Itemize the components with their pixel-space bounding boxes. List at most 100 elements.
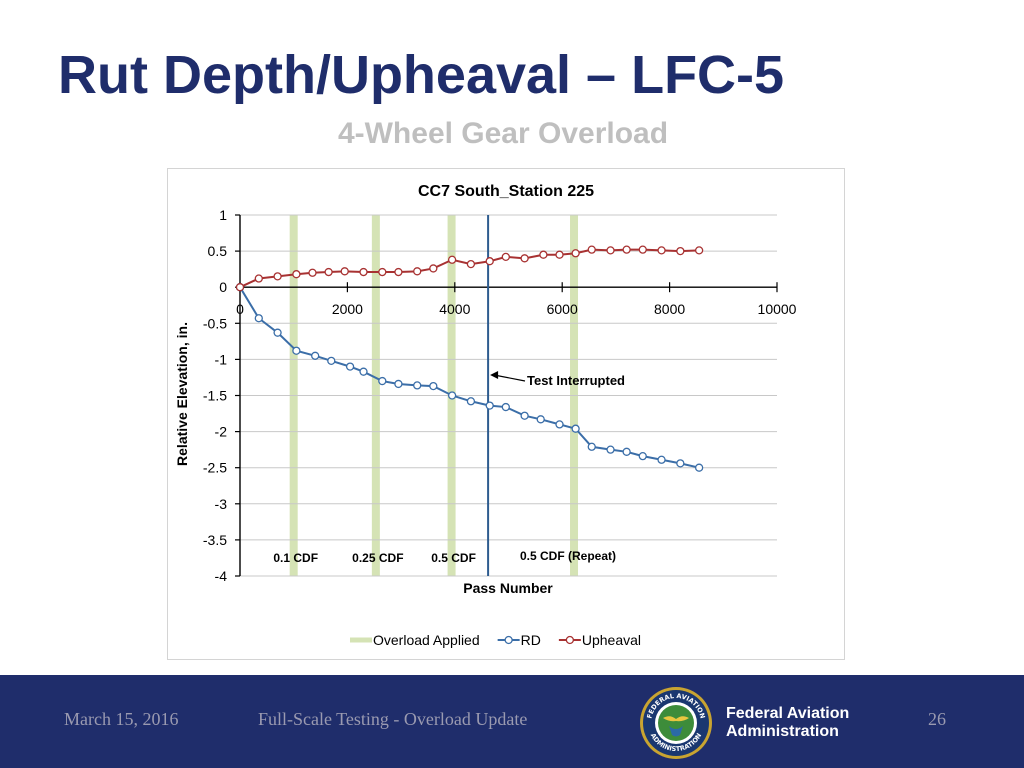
legend-label: Upheaval xyxy=(582,632,641,648)
rd-point xyxy=(694,463,704,472)
x-tick-label: 8000 xyxy=(654,301,685,317)
rd-point xyxy=(657,455,666,464)
rd-point xyxy=(378,376,387,386)
slide-title: Rut Depth/Upheaval – LFC-5 xyxy=(58,45,785,105)
y-tick-label: -3.5 xyxy=(203,532,227,548)
rd-point xyxy=(327,356,336,365)
upheaval-point xyxy=(394,267,403,277)
rd-point xyxy=(447,391,457,400)
annotation-arrow-line xyxy=(493,374,526,382)
page-number: 26 xyxy=(928,709,946,729)
rd-point xyxy=(571,424,580,433)
upheaval-point xyxy=(606,246,615,255)
y-tick-label: 0 xyxy=(219,279,227,295)
upheaval-point xyxy=(657,246,666,255)
y-tick-label: -1.5 xyxy=(203,388,227,404)
upheaval-point xyxy=(378,267,387,277)
rd-point xyxy=(676,459,685,468)
annotations: Test Interrupted xyxy=(490,371,625,388)
upheaval-point xyxy=(501,252,510,262)
upheaval-point xyxy=(485,257,494,266)
legend-label: RD xyxy=(521,632,541,648)
upheaval-point xyxy=(466,259,476,269)
rd-point xyxy=(311,351,320,360)
upheaval-point xyxy=(520,254,529,263)
upheaval-point xyxy=(587,245,596,254)
rd-point xyxy=(345,362,355,371)
rut-depth-chart: 1 0.5 0 -0.5 -1 -1.5 -2 -2.5 -3 -3.5 -4 0 2000 4000 60… xyxy=(174,183,797,648)
rd-point xyxy=(394,379,403,389)
agency-name-line1: Federal Aviation xyxy=(726,705,850,722)
y-tick-label: 0.5 xyxy=(208,243,228,259)
rd-point xyxy=(413,381,422,390)
upheaval-point xyxy=(308,268,317,277)
upheaval-point xyxy=(324,267,333,277)
upheaval-point xyxy=(447,255,457,264)
rd-point xyxy=(520,411,529,420)
y-tick-label: -2.5 xyxy=(203,460,227,476)
agency-name: Federal Aviation Administration xyxy=(726,705,849,741)
y-tick-label: -0.5 xyxy=(203,315,227,331)
y-tick-label: -4 xyxy=(215,568,228,584)
legend-item-overload-applied: Overload Applied xyxy=(350,632,480,648)
upheaval-point xyxy=(273,272,282,281)
x-tick-label: 6000 xyxy=(547,301,578,317)
upheaval-point xyxy=(555,250,564,259)
x-axis-label: Pass Number xyxy=(463,580,553,596)
footer-title: Full-Scale Testing - Overload Update xyxy=(258,709,528,729)
upheaval-point xyxy=(429,264,438,273)
agency-name-line2: Administration xyxy=(726,723,839,740)
rd-point xyxy=(429,381,438,391)
x-tick-label: 0 xyxy=(236,301,244,317)
upheaval-series-line xyxy=(239,248,700,289)
rd-point xyxy=(254,314,263,323)
legend-marker xyxy=(504,635,513,645)
gridlines xyxy=(240,214,777,577)
y-tick-label: -1 xyxy=(215,351,228,367)
rd-point xyxy=(292,346,301,355)
overload-labels: 0.1 CDF 0.25 CDF 0.5 CDF 0.5 CDF (Repeat) xyxy=(273,549,616,565)
upheaval-point xyxy=(413,267,422,276)
rd-point xyxy=(622,447,631,456)
rd-point xyxy=(501,402,510,412)
test-interrupted-label: Test Interrupted xyxy=(527,373,625,388)
legend-item-rd: RD xyxy=(497,632,541,648)
upheaval-point xyxy=(359,267,368,277)
chart-frame: 1 0.5 0 -0.5 -1 -1.5 -2 -2.5 -3 -3.5 -4 0 2000 4000 60… xyxy=(167,168,845,660)
footer-date: March 15, 2016 xyxy=(64,709,179,729)
series-layer xyxy=(235,245,704,472)
upheaval-point xyxy=(292,270,301,279)
faa-seal-icon: FEDERAL AVIATION ADMINISTRATION xyxy=(640,687,712,759)
rd-point xyxy=(466,397,476,406)
rd-point xyxy=(536,415,545,424)
rd-point xyxy=(606,445,615,454)
x-tick-label: 10000 xyxy=(758,301,797,317)
rd-point xyxy=(273,328,282,337)
overload-label: 0.25 CDF xyxy=(352,551,403,565)
overload-label: 0.1 CDF xyxy=(273,551,318,565)
annotation-arrow-head xyxy=(490,371,499,379)
rd-point xyxy=(638,451,647,461)
legend-item-upheaval: Upheaval xyxy=(558,632,641,648)
upheaval-point xyxy=(539,250,548,259)
chart-title: CC7 South_Station 225 xyxy=(418,183,594,200)
upheaval-point xyxy=(571,249,580,258)
x-tick-label: 2000 xyxy=(332,301,363,317)
y-axis-label: Relative Elevation, in. xyxy=(174,322,190,466)
upheaval-point xyxy=(638,245,647,254)
upheaval-point xyxy=(622,245,631,254)
upheaval-point xyxy=(340,267,349,276)
y-tick-label: -3 xyxy=(215,496,228,512)
overload-label: 0.5 CDF xyxy=(431,551,476,565)
legend: Overload Applied RD Upheaval xyxy=(350,632,641,648)
upheaval-point xyxy=(254,274,263,283)
legend-label: Overload Applied xyxy=(373,632,480,648)
footer-bar xyxy=(0,675,1024,768)
rd-point xyxy=(359,367,368,376)
rd-point xyxy=(485,401,494,410)
tick-labels: 1 0.5 0 -0.5 -1 -1.5 -2 -2.5 -3 -3.5 -4 0 2000 4000 60… xyxy=(203,207,797,584)
y-tick-label: -2 xyxy=(215,424,228,440)
rd-point xyxy=(555,420,564,429)
upheaval-point xyxy=(235,283,245,292)
legend-marker xyxy=(565,635,575,645)
